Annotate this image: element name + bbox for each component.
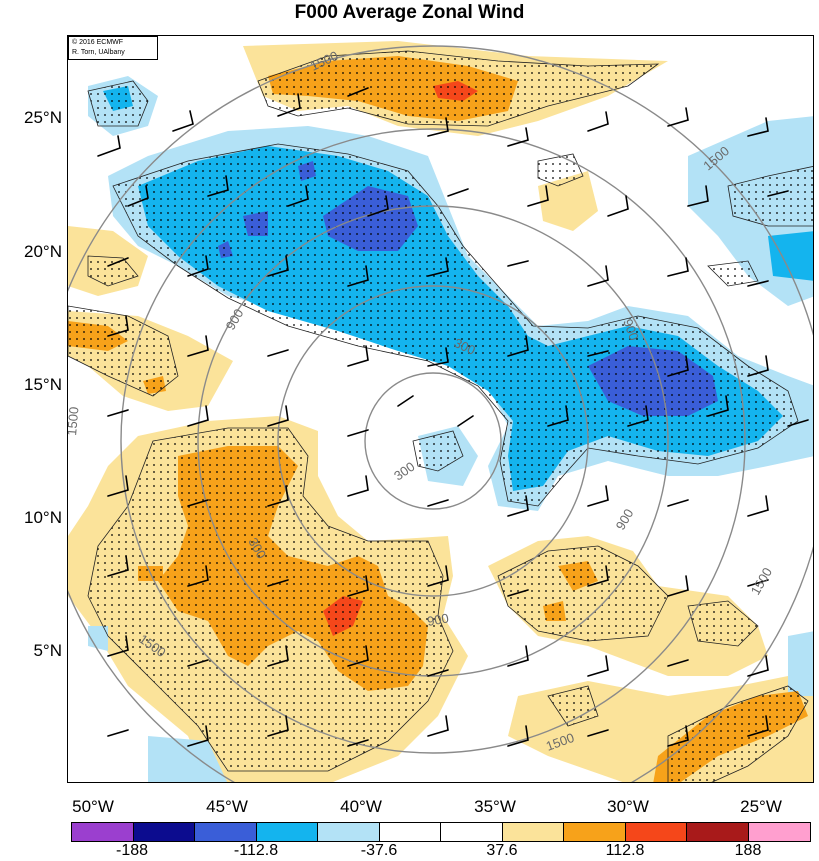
lat-label-20n: 20°N — [24, 242, 62, 261]
colorbar-segment — [625, 823, 687, 841]
contour-label: 1500 — [68, 406, 82, 436]
colorbar-segment — [564, 823, 626, 841]
wind-map: 1500 1500 1500 1500 1500 1500 900 900 90… — [68, 41, 813, 782]
colorbar — [71, 822, 811, 842]
contour-label: 300 — [391, 459, 417, 484]
contour-label: 900 — [613, 506, 637, 532]
colorbar-segment — [441, 823, 503, 841]
colorbar-label: 112.8 — [605, 842, 645, 859]
colorbar-segment — [687, 823, 749, 841]
map-panel[interactable]: 1500 1500 1500 1500 1500 1500 900 900 90… — [67, 35, 814, 783]
colorbar-segment — [256, 823, 318, 841]
colorbar-segment — [318, 823, 380, 841]
lon-label-30w: 30°W — [607, 797, 649, 816]
stipple-regions — [68, 50, 813, 782]
colorbar-segment — [379, 823, 441, 841]
credit-line: R. Torn, UAlbany — [72, 49, 125, 56]
lat-label-15n: 15°N — [24, 375, 62, 394]
colorbar-segment — [133, 823, 195, 841]
lon-label-25w: 25°W — [740, 797, 782, 816]
lon-label-40w: 40°W — [340, 797, 382, 816]
credit-box: © 2016 ECMWF R. Torn, UAlbany — [68, 36, 158, 60]
lat-label-25n: 25°N — [24, 108, 62, 127]
lat-label-5n: 5°N — [33, 641, 62, 660]
lon-label-35w: 35°W — [474, 797, 516, 816]
credit-line: © 2016 ECMWF — [72, 39, 124, 46]
lon-label-50w: 50°W — [72, 797, 114, 816]
colorbar-label: -112.8 — [233, 842, 279, 859]
colorbar-segment — [502, 823, 564, 841]
colorbar-segment — [748, 823, 810, 841]
colorbar-segment — [72, 823, 134, 841]
contour-label: 900 — [426, 610, 450, 629]
map-title: F000 Average Zonal Wind — [294, 2, 525, 23]
range-rings — [68, 45, 813, 782]
colorbar-label: -188 — [115, 842, 149, 859]
lat-label-10n: 10°N — [24, 508, 62, 527]
colorbar-label: -37.6 — [360, 842, 398, 859]
contour-label: 1500 — [748, 565, 775, 598]
colorbar-label: 37.6 — [486, 842, 518, 859]
colorbar-label: 188 — [734, 842, 762, 859]
colorbar-segment — [195, 823, 257, 841]
lon-label-45w: 45°W — [206, 797, 248, 816]
wind-barbs — [97, 87, 809, 747]
contour-label: 900 — [620, 317, 642, 343]
